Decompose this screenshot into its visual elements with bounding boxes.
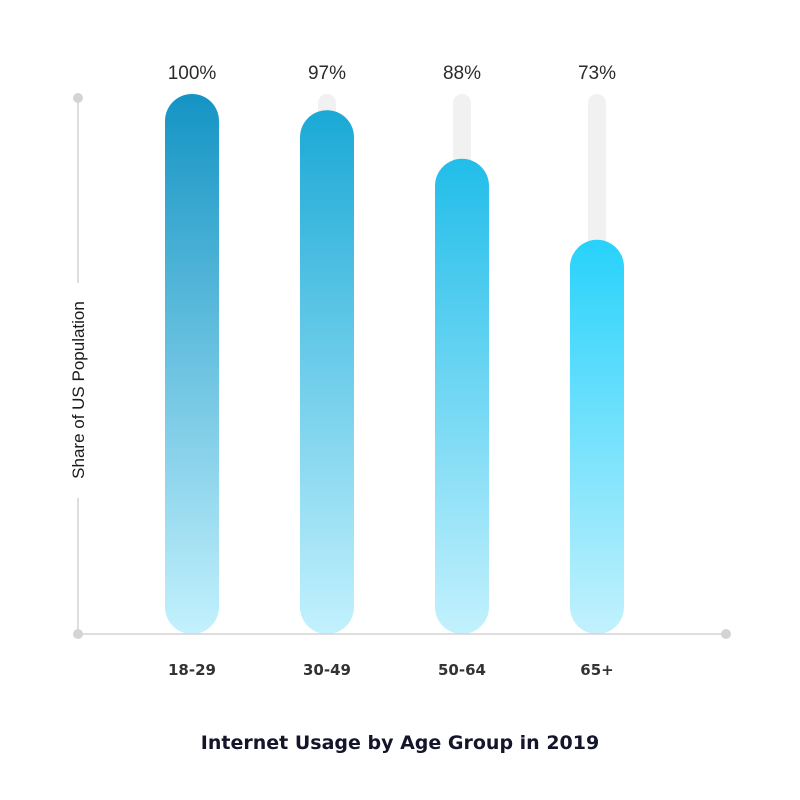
x-tick-label: 30-49 [303,661,351,679]
y-axis-end-dot [73,93,83,103]
origin-dot [73,629,83,639]
data-label: 88% [443,63,481,84]
bar-30-49 [300,110,354,634]
y-axis-title: Share of US Population [69,301,88,479]
bar-65+ [570,239,624,635]
x-tick-labels: 18-29 30-49 50-64 65+ [168,661,614,679]
bar-18-29 [165,94,219,634]
data-label: 73% [578,63,616,84]
data-label: 97% [308,63,346,84]
axes [73,93,731,639]
data-label: 100% [168,63,217,84]
bar-50-64 [435,158,489,635]
x-tick-label: 65+ [580,661,613,679]
x-axis-end-dot [721,629,731,639]
x-tick-label: 50-64 [438,661,486,679]
chart-title: Internet Usage by Age Group in 2019 [201,732,599,754]
value-labels: 100% 97% 88% 73% [168,63,616,84]
x-tick-label: 18-29 [168,661,216,679]
bar-tracks [183,94,606,634]
bars [165,94,624,635]
